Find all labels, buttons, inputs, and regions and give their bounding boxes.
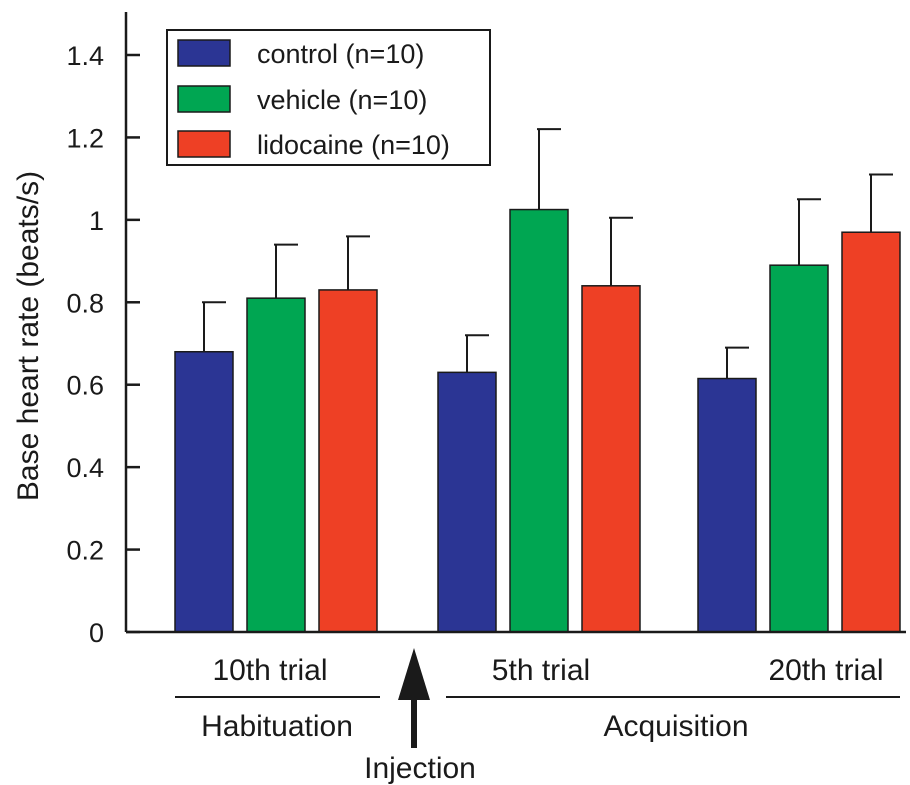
phase-label-acquisition: Acquisition (603, 710, 748, 743)
y-tick-label: 0.2 (66, 536, 104, 566)
bar (769, 264, 829, 633)
y-tick-label: 1 (89, 206, 104, 236)
y-tick-label: 1.4 (66, 41, 104, 71)
category-label-20th-trial: 20th trial (768, 654, 883, 687)
error-bars-layer (202, 128, 893, 379)
category-label-5th-trial: 5th trial (492, 654, 590, 687)
legend-swatch-vehicle (177, 85, 231, 113)
y-tick-label: 0.8 (66, 288, 104, 318)
injection-arrow-icon (398, 648, 430, 748)
phase-label-habituation: Habituation (201, 710, 353, 743)
y-tick-label: 0.4 (66, 453, 104, 483)
bar (581, 285, 641, 633)
bars-layer (174, 208, 901, 633)
injection-label: Injection (364, 752, 476, 785)
y-axis-label: Base heart rate (beats/s) (12, 171, 45, 501)
bar (246, 297, 306, 633)
legend-swatch-control (177, 39, 231, 67)
bar (318, 289, 378, 633)
category-label-10th-trial: 10th trial (212, 654, 327, 687)
legend: control (n=10) vehicle (n=10) lidocaine … (166, 29, 491, 166)
y-axis-ticks: 0 0.2 0.4 0.6 0.8 1 1.2 1.4 (66, 41, 140, 648)
bar (437, 371, 497, 633)
legend-swatch-lidocaine (177, 130, 231, 158)
bar (697, 377, 757, 633)
legend-label-vehicle: vehicle (n=10) (257, 85, 427, 115)
bar (509, 208, 569, 633)
y-tick-label: 0 (89, 618, 104, 648)
legend-label-lidocaine: lidocaine (n=10) (257, 130, 450, 160)
y-tick-label: 0.6 (66, 371, 104, 401)
y-tick-label: 1.2 (66, 123, 104, 153)
bar (841, 231, 901, 633)
legend-label-control: control (n=10) (257, 39, 424, 69)
bar (174, 350, 234, 633)
